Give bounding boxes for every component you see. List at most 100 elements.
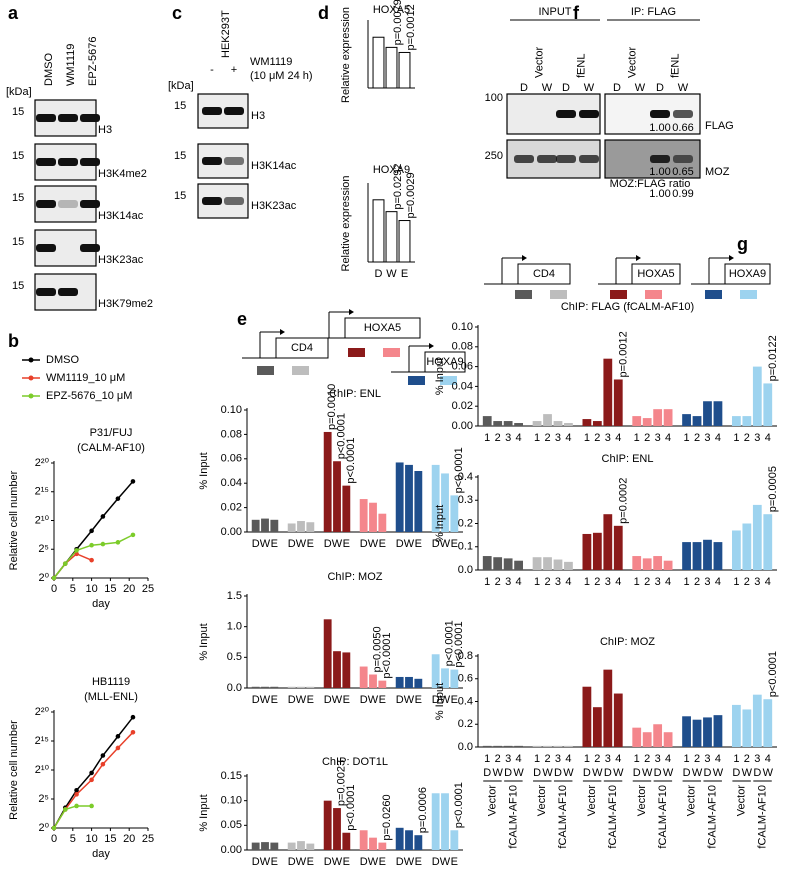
x-tick-label: E: [379, 538, 386, 550]
arrow-head: [636, 255, 641, 261]
ratio-value: 1.00: [649, 188, 670, 200]
x-tick-label: 3: [605, 576, 611, 588]
point: [89, 557, 94, 563]
y-tick-label: 2¹⁰: [35, 764, 50, 776]
x-tick-label: E: [307, 538, 314, 550]
treatment-label: W: [592, 767, 603, 779]
primer-square: [292, 366, 309, 375]
bar: [592, 532, 602, 570]
primer-square: [550, 290, 567, 299]
x-tick-label: 1: [684, 753, 690, 765]
x-tick-label: D: [375, 268, 383, 280]
x-tick-label: 2: [594, 576, 600, 588]
y-tick-label: 0.2: [458, 718, 473, 730]
x-tick-label: 2: [544, 576, 550, 588]
y-axis-label: Relative cell number: [8, 470, 20, 570]
x-tick-label: 4: [665, 432, 671, 444]
panel-label: e: [237, 309, 247, 329]
bar: [450, 830, 459, 850]
band: [80, 244, 100, 252]
bar: [532, 557, 542, 570]
x-tick-label: 1: [733, 576, 739, 588]
x-tick-label: 1: [534, 753, 540, 765]
x-tick-label: 4: [715, 753, 721, 765]
x-tick-label: 3: [754, 753, 760, 765]
bar: [752, 694, 762, 747]
bar: [682, 414, 691, 426]
construct-label: fCALM-AF10: [607, 785, 619, 849]
bar: [713, 542, 723, 570]
point: [115, 745, 121, 751]
bar: [482, 745, 492, 747]
construct-label: Vector: [486, 785, 498, 817]
bar: [450, 495, 459, 532]
bar: [603, 514, 613, 570]
y-tick-label: 0.06: [221, 453, 242, 465]
x-tick-label: E: [307, 694, 314, 706]
bar: [503, 745, 513, 747]
bar: [441, 668, 449, 688]
band: [36, 158, 56, 166]
treatment-label: D: [554, 767, 562, 779]
x-tick-label: 4: [565, 753, 571, 765]
bar: [405, 464, 413, 532]
x-tick-label: 3: [505, 753, 511, 765]
bar: [543, 745, 552, 747]
bar: [642, 558, 652, 570]
bar: [369, 502, 377, 532]
bar: [405, 830, 413, 850]
legend-marker: [28, 393, 34, 399]
x-tick-label: 1: [684, 432, 690, 444]
p-value: p<0.0001: [345, 785, 357, 831]
x-tick-label: W: [332, 856, 343, 868]
x-tick-label: E: [271, 538, 278, 550]
bar: [287, 686, 296, 688]
bar: [564, 561, 573, 570]
x-tick-label: 2: [495, 432, 501, 444]
point: [89, 528, 94, 534]
p-value: p=0.0260: [381, 794, 393, 840]
y-tick-label: 2⁰: [38, 572, 49, 584]
p-value: p=0.0012: [617, 331, 629, 377]
y-axis-label: Relative expression: [340, 7, 352, 103]
y-tick-label: 0.0: [458, 564, 473, 576]
band: [80, 114, 100, 122]
construct-label: fCALM-AF10: [707, 785, 719, 849]
y-tick-label: 0.08: [221, 428, 242, 440]
bar: [603, 669, 613, 747]
band: [579, 155, 599, 163]
y-tick-label: 0.6: [458, 673, 473, 685]
band: [202, 197, 222, 205]
band: [224, 157, 244, 165]
y-axis-label: % Input: [434, 358, 446, 395]
y-tick-label: 2²⁰: [35, 457, 50, 469]
x-tick-label: W: [404, 694, 415, 706]
x-tick-label: D: [252, 694, 260, 706]
bar: [663, 409, 673, 426]
construct-label: fCALM-AF10: [756, 785, 768, 849]
x-tick-label: 1: [634, 753, 640, 765]
x-tick-label: 1: [584, 576, 590, 588]
treatment-label: W: [563, 767, 574, 779]
construct-label: fCALM-AF10: [507, 785, 519, 849]
x-tick-label: D: [324, 694, 332, 706]
x-tick-label: 3: [555, 753, 561, 765]
gene-label: CD4: [533, 268, 555, 280]
point: [115, 496, 121, 501]
bar: [682, 716, 691, 747]
bar: [553, 559, 563, 570]
x-tick-label: D: [324, 856, 332, 868]
mw-label: 15: [174, 150, 186, 162]
treatment-label: W: [663, 767, 674, 779]
construct-label: Vector: [586, 785, 598, 817]
point: [74, 548, 79, 553]
x-tick-label: 10: [85, 583, 97, 595]
panel-label: c: [172, 3, 182, 23]
lane-label: EPZ-5676: [87, 36, 99, 86]
x-tick-label: W: [368, 538, 379, 550]
bar: [692, 719, 702, 747]
y-tick-label: 0.3: [458, 494, 473, 506]
x-tick-label: D: [432, 538, 440, 550]
bar: [431, 464, 440, 532]
